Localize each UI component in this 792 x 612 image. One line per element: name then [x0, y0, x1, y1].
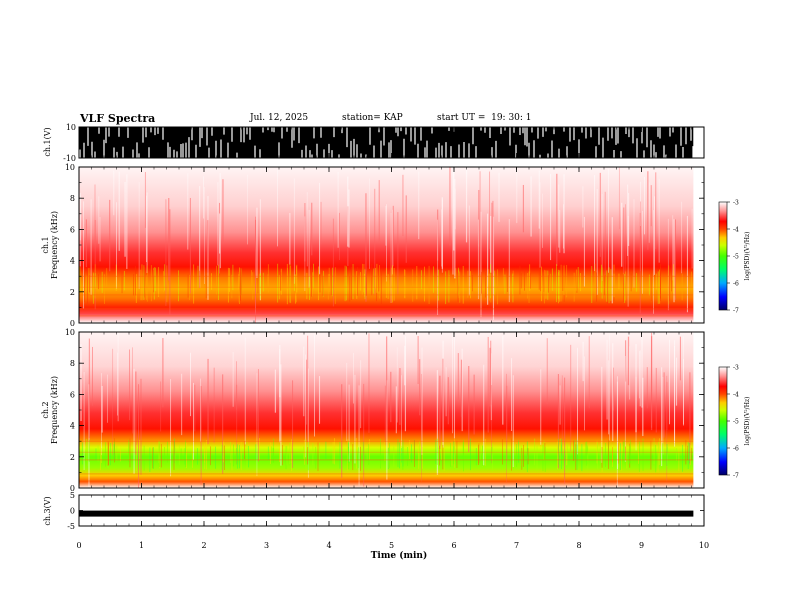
- time-tick-label: 4: [326, 541, 331, 550]
- ch1-colorbar-label: log(PSD)(V²/Hz): [744, 232, 751, 281]
- plot-title: VLF Spectra: [80, 112, 156, 125]
- ch1-spectrogram-ylabel-a: ch.1: [41, 236, 50, 253]
- ch2-spectrogram-image: [79, 332, 704, 488]
- ch3-ytick-label: -5: [67, 522, 75, 531]
- time-tick-label: 8: [576, 541, 581, 550]
- colorbar-tick-label: -4: [733, 392, 739, 399]
- ch1-waveform-ytick-label: -10: [63, 154, 76, 163]
- ch2-colorbar: [718, 366, 728, 476]
- time-tick-label: 5: [389, 541, 394, 550]
- ch1-waveform-blank: [693, 127, 704, 158]
- freq-tick-label: 6: [70, 225, 75, 234]
- freq-tick-label: 2: [70, 453, 75, 462]
- freq-tick-label: 8: [70, 194, 75, 203]
- freq-tick-label: 8: [70, 359, 75, 368]
- station-label: station= KAP: [342, 113, 403, 123]
- spectrogram-blank: [693, 332, 704, 488]
- ch1-waveform-trace: [79, 127, 704, 158]
- colorbar-tick-label: -5: [733, 254, 739, 261]
- freq-tick-label: 4: [70, 257, 75, 266]
- ch2-spectrogram-ylabel-b: Frequency (kHz): [50, 376, 59, 444]
- ch3-waveform-panel: 5 0 -5: [67, 491, 705, 531]
- ch1-waveform-fill: [79, 127, 694, 158]
- colorbar-tick-label: -7: [733, 473, 739, 480]
- ch3-waveform-trace: [79, 510, 694, 517]
- colorbar-tick-label: -6: [733, 446, 739, 453]
- date-label: Jul. 12, 2025: [250, 113, 309, 123]
- time-tick-label: 0: [76, 541, 81, 550]
- colorbar-tick-label: -6: [733, 281, 739, 288]
- ch2-spectrogram-ylabel-a: ch.2: [41, 401, 50, 418]
- freq-tick-label: 10: [65, 328, 75, 337]
- ch1-waveform-ytick-label: 10: [66, 123, 76, 132]
- colorbar-tick-label: -3: [733, 200, 739, 207]
- ch1-waveform-gaps: [79, 127, 694, 158]
- colorbar-tick-label: -5: [733, 419, 739, 426]
- ch3-waveform-ylabel: ch.3(V): [43, 496, 52, 525]
- ch1-waveform-panel: 10 -10: [63, 123, 705, 163]
- ch1-spectrogram-image: [79, 167, 704, 323]
- ch2-colorbar-label: log(PSD)(V²/Hz): [744, 397, 751, 446]
- time-tick-label: 7: [514, 541, 519, 550]
- time-tick-label: 10: [699, 541, 709, 550]
- time-tick-label: 1: [139, 541, 144, 550]
- colorbar-tick-label: -4: [733, 227, 739, 234]
- spectrogram-blank: [693, 167, 704, 323]
- start-time-label: start UT = 19: 30: 1: [437, 113, 532, 123]
- ch1-colorbar: [718, 201, 728, 311]
- freq-tick-label: 0: [70, 484, 75, 493]
- freq-tick-label: 2: [70, 288, 75, 297]
- freq-tick-label: 4: [70, 422, 75, 431]
- time-tick-label: 9: [639, 541, 644, 550]
- ch3-ytick-label: 0: [70, 507, 75, 516]
- ch1-waveform-ylabel: ch.1(V): [43, 127, 52, 156]
- colorbar-tick-label: -7: [733, 308, 739, 315]
- ch3-ytick-label: 5: [70, 491, 75, 500]
- colorbar-tick-label: -3: [733, 365, 739, 372]
- ch1-spectrogram-panel: 0 2 4 6 8 10 -3 -4 -5 -6 -7: [65, 163, 739, 328]
- time-tick-label: 3: [264, 541, 269, 550]
- freq-tick-label: 10: [65, 163, 75, 172]
- time-axis: 0 1 2 3 4 5 6 7 8 9 10: [76, 127, 709, 550]
- ch2-spectrogram-panel: 0 2 4 6 8 10 -3 -4 -5 -6 -7: [65, 328, 739, 493]
- time-axis-label: Time (min): [371, 550, 428, 561]
- freq-tick-label: 6: [70, 390, 75, 399]
- time-tick-label: 2: [201, 541, 206, 550]
- time-tick-label: 6: [451, 541, 456, 550]
- freq-tick-label: 0: [70, 319, 75, 328]
- ch1-spectrogram-ylabel-b: Frequency (kHz): [50, 211, 59, 279]
